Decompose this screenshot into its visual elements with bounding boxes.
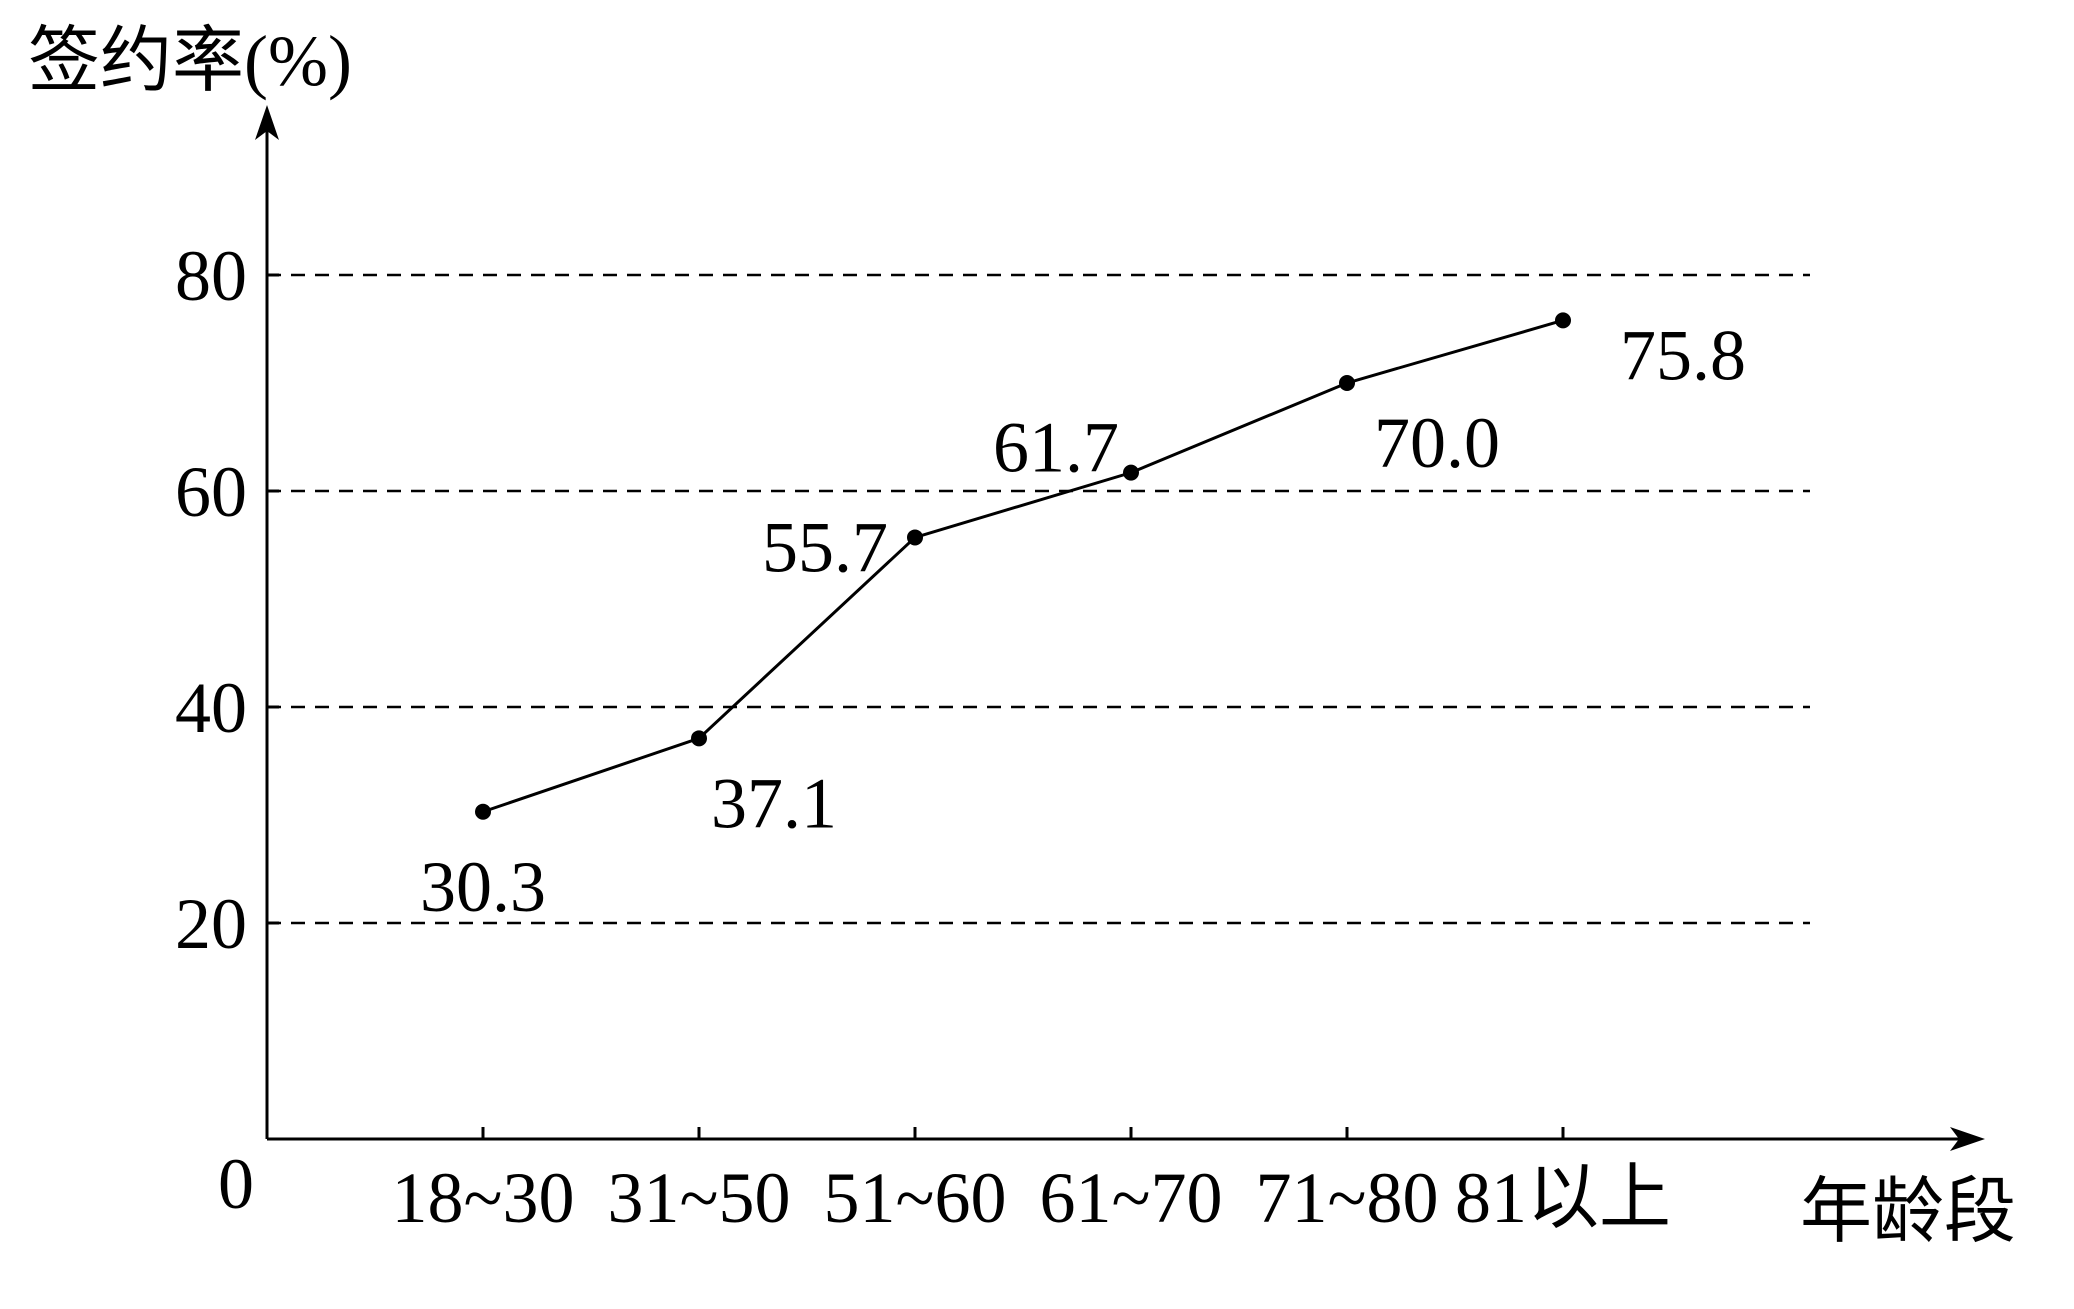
data-label: 30.3 (420, 847, 546, 927)
x-tick-label: 71~80 (1256, 1158, 1439, 1238)
axes (255, 105, 1985, 1151)
y-axis-arrow (255, 105, 279, 140)
data-label: 61.7 (993, 408, 1119, 488)
y-tick-label: 80 (175, 236, 247, 316)
x-tick-label: 18~30 (392, 1158, 575, 1238)
y-axis-title: 签约率(%) (28, 21, 352, 101)
x-tick-label: 81以上 (1455, 1158, 1671, 1238)
data-label: 55.7 (762, 507, 888, 587)
data-point (1123, 464, 1139, 481)
y-tick-label: 20 (175, 884, 247, 964)
labels: 签约率(%) 年龄段 0 20 40 60 80 18~30 31~50 51~60 61~7… (28, 21, 2016, 1252)
data-point (1555, 312, 1571, 329)
data-label: 37.1 (711, 763, 837, 843)
x-axis-arrow (1950, 1127, 1985, 1151)
y-tick-label: 40 (175, 668, 247, 748)
data-point (475, 803, 491, 820)
x-tick-label: 31~50 (608, 1158, 791, 1238)
gridlines (267, 273, 1810, 925)
data-label: 75.8 (1620, 315, 1746, 395)
data-label: 70.0 (1374, 403, 1500, 483)
series-line (482, 318, 1564, 814)
data-point (1339, 375, 1355, 391)
series (475, 312, 1571, 820)
origin-label: 0 (218, 1144, 254, 1224)
x-axis-title: 年龄段 (1800, 1172, 2016, 1252)
x-tick-label: 51~60 (824, 1158, 1007, 1238)
y-tick-label: 60 (175, 452, 247, 532)
x-tick-label: 61~70 (1040, 1158, 1223, 1238)
data-point (691, 730, 707, 747)
data-point (907, 529, 923, 546)
